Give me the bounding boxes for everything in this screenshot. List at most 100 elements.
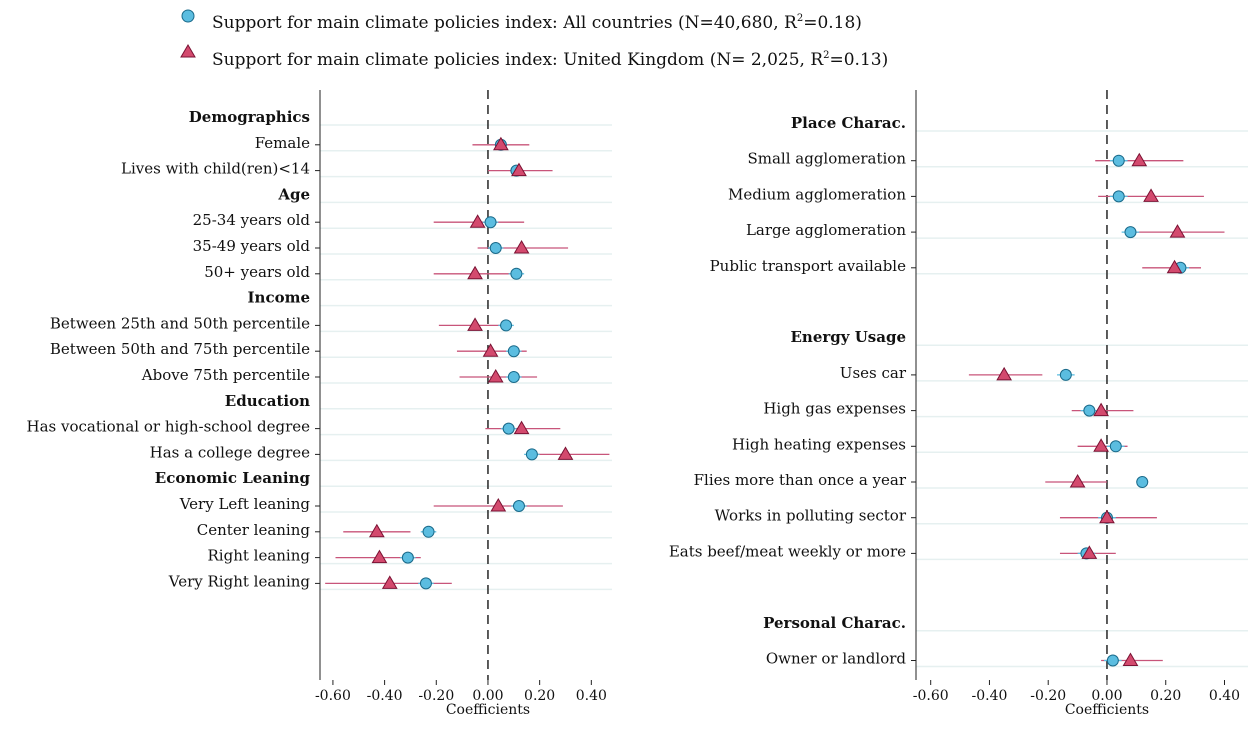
x-tick-label: -0.40 <box>367 688 403 704</box>
all-countries-point <box>502 422 515 435</box>
x-axis-label: Coefficients <box>1065 702 1149 718</box>
all-countries-point <box>489 242 502 254</box>
section-header-age: Age <box>277 185 310 203</box>
all-countries-point <box>1124 226 1137 239</box>
all-countries-point <box>507 345 520 358</box>
x-tick-label: -0.60 <box>315 688 351 704</box>
all-countries-point <box>1112 154 1125 167</box>
all-countries-point <box>1083 404 1096 417</box>
x-tick-label: 0.40 <box>576 688 607 704</box>
legend-item-all-countries: Support for main climate policies index:… <box>181 9 862 33</box>
row-label-50-years-old: 50+ years old <box>204 263 310 281</box>
row-label-between-25th-and-50th-percentile: Between 25th and 50th percentile <box>50 314 310 332</box>
uk-point <box>493 136 509 151</box>
all-countries-point <box>419 577 432 590</box>
uk-point <box>1093 402 1109 417</box>
section-header-education: Education <box>225 392 310 410</box>
all-countries-point <box>401 551 414 564</box>
left-panel: -0.60 -0.40 -0.20 0.00 0.20 0.40 Coefficients D… <box>26 90 612 718</box>
row-label-works-in-polluting-sector: Works in polluting sector <box>715 507 907 525</box>
uk-point <box>490 498 507 512</box>
uk-point <box>381 575 398 589</box>
legend-label-all-countries: Support for main climate policies index:… <box>212 13 862 33</box>
legend-item-united-kingdom: Support for main climate policies index:… <box>180 44 888 70</box>
uk-point <box>482 343 499 357</box>
row-label-uses-car: Uses car <box>840 364 907 382</box>
uk-point <box>513 420 530 435</box>
all-countries-point <box>1136 476 1149 488</box>
x-tick-label: 0.20 <box>1150 688 1181 704</box>
uk-point <box>1122 652 1139 666</box>
all-countries-point <box>525 448 538 461</box>
x-tick-label: 0.00 <box>1091 688 1122 704</box>
x-tick-label: -0.20 <box>1030 688 1066 704</box>
row-label-25-34-years-old: 25-34 years old <box>193 211 311 229</box>
row-label-has-a-college-degree: Has a college degree <box>150 443 310 461</box>
all-countries-point <box>422 525 435 538</box>
row-label-has-vocational-or-high-school-degree: Has vocational or high-school degree <box>26 418 310 436</box>
row-label-right-leaning: Right leaning <box>208 547 311 565</box>
legend-circle-marker <box>181 9 195 23</box>
uk-point <box>1081 545 1098 559</box>
uk-point <box>1093 438 1109 452</box>
x-axis-label: Coefficients <box>446 702 530 718</box>
section-header-personal-charac: Personal Charac. <box>763 614 906 632</box>
section-header-energy-usage: Energy Usage <box>791 328 907 346</box>
uk-point <box>467 265 483 280</box>
uk-point <box>513 240 530 254</box>
row-label-between-50th-and-75th-percentile: Between 50th and 75th percentile <box>50 340 310 358</box>
x-tick-label: -0.20 <box>418 688 454 704</box>
row-label-female: Female <box>255 134 310 152</box>
uk-point <box>467 317 483 331</box>
uk-point <box>1099 509 1115 524</box>
row-label-small-agglomeration: Small agglomeration <box>747 150 906 168</box>
uk-point <box>371 549 388 564</box>
all-countries-point <box>1059 368 1072 381</box>
uk-point <box>996 366 1013 381</box>
uk-point <box>1069 474 1086 488</box>
row-label-lives-with-child-ren-14: Lives with child(ren)<14 <box>121 160 310 178</box>
section-header-economic-leaning: Economic Leaning <box>155 469 311 487</box>
legend-triangle-marker <box>180 44 196 58</box>
row-label-eats-beef-meat-weekly-or-more: Eats beef/meat weekly or more <box>669 542 906 560</box>
uk-point <box>1169 224 1186 238</box>
all-countries-point <box>512 500 525 512</box>
all-countries-point <box>500 319 513 332</box>
uk-point <box>1143 188 1159 202</box>
x-tick-label: 0.40 <box>1209 688 1240 704</box>
all-countries-point <box>1112 190 1125 203</box>
row-label-35-49-years-old: 35-49 years old <box>193 237 311 255</box>
legend: Support for main climate policies index:… <box>180 9 888 70</box>
x-tick-label: -0.40 <box>971 688 1007 704</box>
all-countries-point <box>1109 440 1122 453</box>
row-label-large-agglomeration: Large agglomeration <box>746 221 906 239</box>
legend-label-united-kingdom: Support for main climate policies index:… <box>212 50 888 70</box>
row-label-owner-or-landlord: Owner or landlord <box>766 650 907 668</box>
section-header-demographics: Demographics <box>189 108 310 126</box>
row-label-very-right-leaning: Very Right leaning <box>168 572 311 590</box>
uk-point <box>1166 259 1183 274</box>
row-label-high-gas-expenses: High gas expenses <box>763 400 906 418</box>
row-label-center-leaning: Center leaning <box>197 521 311 539</box>
right-panel: -0.60 -0.40 -0.20 0.00 0.20 0.40 Coefficients P… <box>669 90 1248 718</box>
all-countries-point <box>484 216 497 229</box>
x-tick-label: 0.20 <box>524 688 555 704</box>
section-header-place-charac: Place Charac. <box>791 114 906 132</box>
row-label-medium-agglomeration: Medium agglomeration <box>728 185 906 203</box>
uk-point <box>368 523 385 538</box>
all-countries-point <box>1106 654 1119 667</box>
row-label-high-heating-expenses: High heating expenses <box>732 435 906 453</box>
section-header-income: Income <box>248 289 310 307</box>
uk-point <box>557 446 574 460</box>
row-label-above-75th-percentile: Above 75th percentile <box>141 366 310 384</box>
row-label-flies-more-than-once-a-year: Flies more than once a year <box>694 471 907 489</box>
all-countries-point <box>510 267 523 280</box>
row-label-very-left-leaning: Very Left leaning <box>179 495 311 513</box>
uk-point <box>1131 152 1148 167</box>
x-tick-label: 0.00 <box>472 688 503 704</box>
all-countries-point <box>507 371 520 383</box>
uk-point <box>487 369 504 383</box>
x-tick-label: -0.60 <box>913 688 949 704</box>
uk-point <box>469 214 486 228</box>
